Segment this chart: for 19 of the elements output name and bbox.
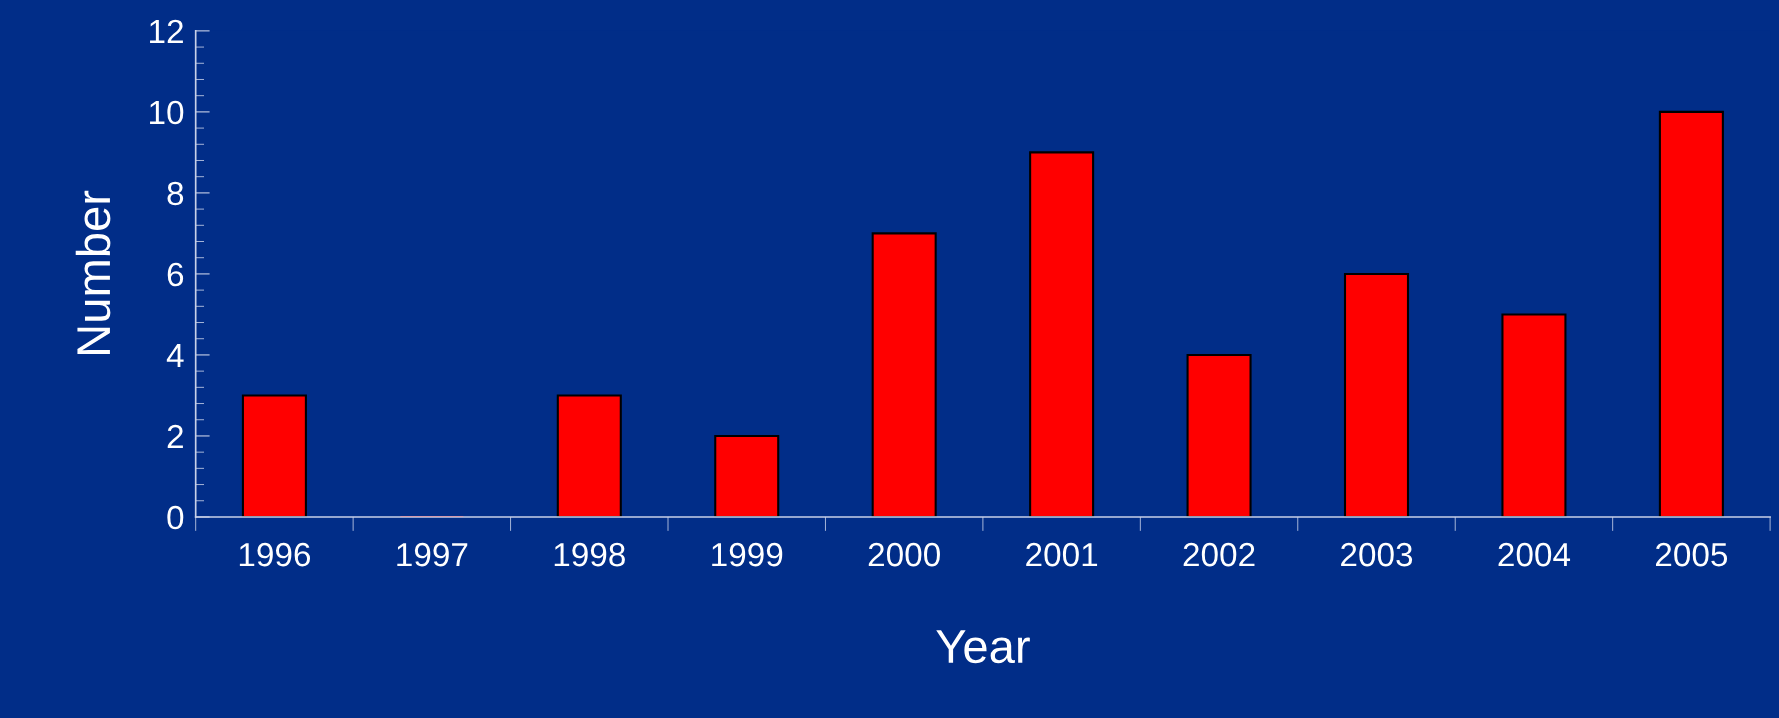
y-tick-label: 4	[166, 344, 184, 368]
y-tick-label: 8	[167, 181, 184, 206]
x-tick-label: 2000	[868, 542, 940, 567]
x-tick-label: 1998	[554, 542, 625, 567]
y-axis-title: Number	[75, 190, 111, 355]
x-tick-label: 2003	[1341, 542, 1413, 567]
x-tick-label: 1996	[239, 542, 311, 567]
x-tick-label: 1999	[712, 542, 783, 567]
x-tick-label: 2005	[1655, 542, 1728, 567]
y-tick-label: 6	[167, 262, 184, 287]
y-tick-label: 12	[150, 19, 183, 43]
y-tick-label: 0	[167, 505, 184, 530]
x-tick-label: 2002	[1183, 542, 1255, 567]
x-tick-label: 2004	[1498, 542, 1571, 567]
y-tick-label: 10	[150, 100, 184, 125]
x-axis-title: Year	[936, 630, 1030, 664]
x-tick-label: 1997	[397, 542, 468, 567]
y-tick-label: 2	[167, 424, 183, 449]
x-tick-label: 2001	[1026, 542, 1098, 567]
